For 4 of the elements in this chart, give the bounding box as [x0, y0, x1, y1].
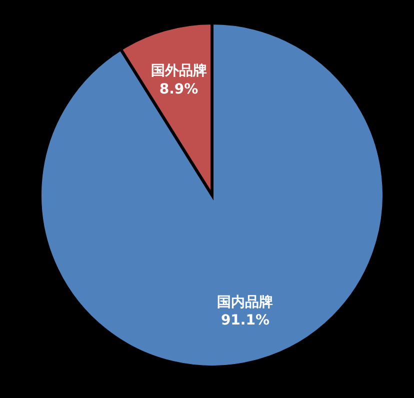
- slice-label: 国外品牌: [150, 63, 207, 80]
- data-label: 91.1%: [220, 312, 270, 329]
- slice-label: 国内品牌: [217, 294, 274, 311]
- data-label: 8.9%: [159, 81, 198, 98]
